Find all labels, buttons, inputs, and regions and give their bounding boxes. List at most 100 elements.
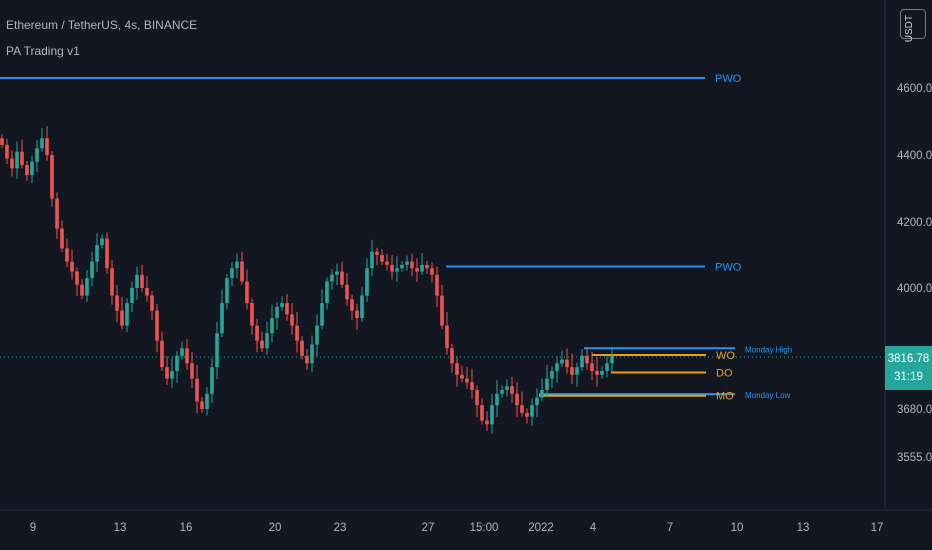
candle-body [475,389,479,406]
candle-body [5,144,9,159]
candle-body [325,281,329,304]
candle-body [230,268,234,279]
time-tick-label: 9 [30,522,36,534]
candle-body [455,363,459,375]
candle-body [300,340,304,356]
candle-body [480,405,484,421]
time-tick-label: 2022 [528,522,554,534]
time-tick-label: 27 [422,522,435,534]
candle-body [165,367,169,379]
candle-body [335,271,339,275]
candle-body [10,158,14,169]
candle-body [175,355,179,371]
candle-body [580,355,584,368]
candle-body [360,295,364,319]
candle-body [100,238,104,246]
candle-body [80,284,84,296]
candle-body [220,303,224,334]
candle-body [525,412,529,417]
candle-body [235,261,239,269]
candle-body [150,295,154,311]
candle-body [40,138,44,149]
candle-body [415,268,419,272]
candle-body [350,299,354,311]
candle-body [445,325,449,349]
candle-body [530,405,534,417]
candle-body [130,288,134,304]
price-tick-label: 3680.00 [897,404,932,416]
time-tick-label: 10 [731,522,744,534]
candle-body [65,248,69,262]
current-price-label: 3816.78 31:19 [885,346,932,390]
candle-body [535,397,539,406]
candle-body [260,340,264,349]
candle-body [135,274,139,288]
level-label: WO [716,350,735,362]
candle-body [320,303,324,326]
candle-body [105,238,109,269]
time-tick-label: 23 [334,522,347,534]
time-tick-label: 13 [114,522,127,534]
candle-body [460,374,464,379]
candle-body [85,278,89,296]
time-tick-label: 7 [667,522,673,534]
candle-body [315,325,319,345]
candle-body [465,378,469,383]
candle-body [550,370,554,379]
candle-body [280,303,284,307]
candle-body [25,165,29,176]
candle-body [255,325,259,341]
candle-body [510,386,514,394]
candle-body [565,359,569,368]
price-tick-label: 3555.00 [897,452,932,464]
candle-body [30,161,34,176]
candle-body [390,264,394,272]
price-axis: 4600.00 4400.00 4200.00 4000.00 3680.00 3555.… [897,83,932,464]
candle-body [95,245,99,262]
candle-body [430,268,434,275]
time-axis: 9 13 16 20 23 27 15:00 2022 4 7 10 13 17 [30,522,884,534]
bar-countdown: 31:19 [894,371,923,383]
candle-body [290,314,294,326]
candle-body [145,288,149,296]
time-tick-label: 17 [871,522,884,534]
candle-body [225,278,229,304]
candle-body [505,386,509,390]
candle-body [180,348,184,356]
candle-body [600,370,604,375]
candle-body [485,420,489,425]
candle-body [75,271,79,285]
candle-body [540,389,544,398]
time-tick-label: 13 [797,522,810,534]
candle-body [90,261,94,279]
candle-body [275,306,279,319]
candle-body [520,405,524,413]
candle-body [340,271,344,285]
candle-body [160,340,164,368]
candle-body [245,281,249,304]
candle-body [375,251,379,255]
candle-body [125,303,129,326]
candle-body [190,363,194,379]
price-tick-label: 4400.00 [897,150,932,162]
candle-body [470,382,474,390]
candle-body [330,274,334,282]
candle-body [385,261,389,265]
price-tick-label: 4000.00 [897,283,932,295]
price-tick-label: 4600.00 [897,83,932,95]
candle-body [35,148,39,162]
candle-body [210,367,214,394]
indicator-name[interactable]: PA Trading v1 [6,44,80,58]
candles-layer [0,126,614,434]
chart-title: Ethereum / TetherUS, 4s, BINANCE [6,18,198,32]
candle-body [15,151,19,169]
candle-body [440,295,444,326]
candle-body [365,268,369,296]
candle-body [355,310,359,319]
candle-body [110,268,114,296]
candle-body [120,310,124,326]
currency-button[interactable]: USDT [900,9,926,42]
time-tick-label: 15:00 [470,522,499,534]
candle-body [490,405,494,425]
